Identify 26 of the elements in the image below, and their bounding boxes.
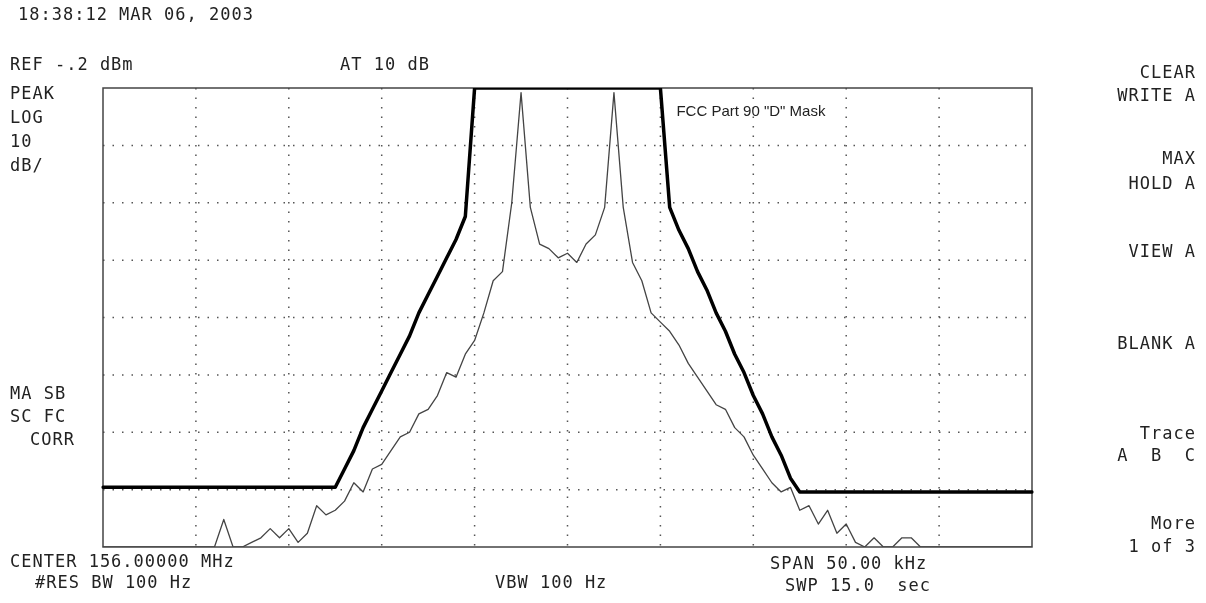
text: dB/ (10, 155, 44, 175)
text: SC FC (10, 406, 67, 426)
text: More (1151, 513, 1196, 533)
text: #RES BW 100 Hz (35, 572, 193, 592)
series-label: FCC Part 90 "D" Mask (676, 101, 826, 119)
text: SPAN 50.00 kHz (770, 553, 928, 573)
text: WRITE A (1117, 85, 1196, 105)
text: AT 10 dB (340, 54, 430, 74)
text: CENTER 156.00000 MHz (10, 551, 235, 571)
text: BLANK A (1117, 333, 1196, 353)
text: A B C (1117, 445, 1196, 465)
text: 1 of 3 (1128, 536, 1196, 556)
text: Trace (1139, 423, 1196, 443)
text: REF -.2 dBm (10, 54, 134, 74)
text: LOG (10, 107, 44, 127)
text: MAX (1162, 148, 1196, 168)
text: SWP 15.0 sec (785, 575, 932, 595)
text: VBW 100 Hz (495, 572, 608, 592)
text: VIEW A (1128, 241, 1196, 261)
chart-title: 18:38:12 MAR 06, 2003 (18, 4, 254, 24)
text: PEAK (10, 83, 55, 103)
text: MA SB (10, 383, 67, 403)
text: CLEAR (1139, 62, 1196, 82)
text: 10 (10, 131, 33, 151)
text: HOLD A (1128, 173, 1196, 193)
text: CORR (30, 429, 75, 449)
